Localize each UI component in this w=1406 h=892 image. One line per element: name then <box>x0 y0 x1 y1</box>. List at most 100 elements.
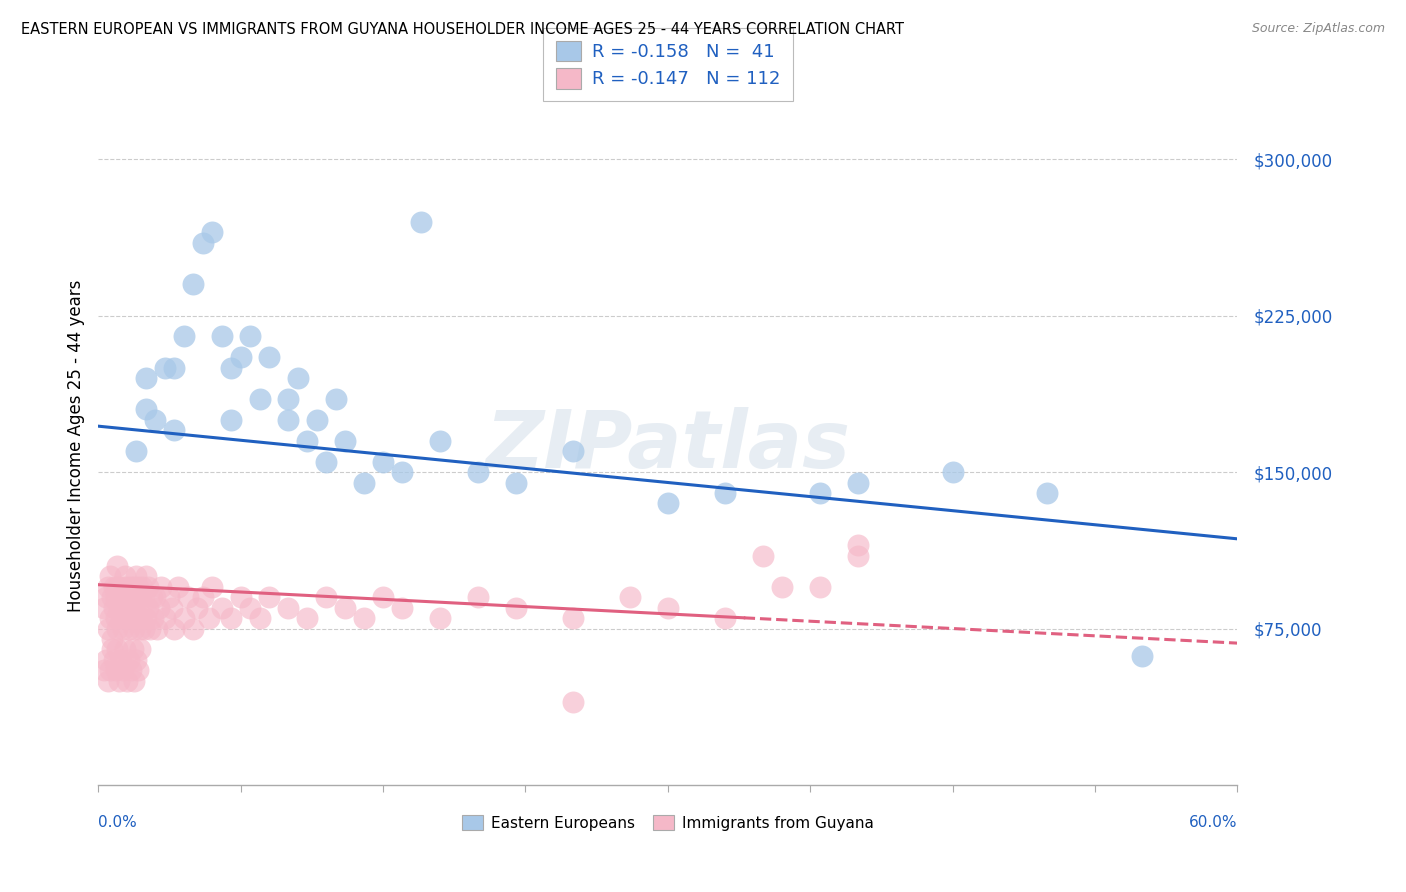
Point <box>138 622 160 636</box>
Point <box>277 600 299 615</box>
Point <box>619 591 641 605</box>
Point <box>183 277 205 292</box>
Point <box>118 591 141 605</box>
Point <box>183 622 205 636</box>
Legend: Eastern Europeans, Immigrants from Guyana: Eastern Europeans, Immigrants from Guyan… <box>454 807 882 838</box>
Text: Source: ZipAtlas.com: Source: ZipAtlas.com <box>1251 22 1385 36</box>
Point <box>942 465 965 479</box>
Text: 60.0%: 60.0% <box>1189 815 1237 830</box>
Point <box>176 591 198 605</box>
Point <box>505 475 527 490</box>
Point <box>120 663 142 677</box>
Point <box>371 455 394 469</box>
Point <box>104 663 127 677</box>
Point <box>145 413 167 427</box>
Point <box>104 591 127 605</box>
Point <box>297 611 319 625</box>
Point <box>562 694 585 708</box>
Point <box>136 580 159 594</box>
Point <box>150 580 173 594</box>
Point <box>429 434 451 448</box>
Point <box>163 360 186 375</box>
Point <box>114 569 136 583</box>
Point <box>287 371 309 385</box>
Point <box>127 600 149 615</box>
Point <box>98 611 121 625</box>
Point <box>277 392 299 406</box>
Point <box>127 580 149 594</box>
Point <box>97 580 120 594</box>
Point <box>93 663 115 677</box>
Point <box>429 611 451 625</box>
Point <box>125 611 148 625</box>
Point <box>98 663 121 677</box>
Point <box>315 591 337 605</box>
Point <box>259 591 281 605</box>
Point <box>259 351 281 365</box>
Point <box>391 465 413 479</box>
Y-axis label: Householder Income Ages 25 - 44 years: Householder Income Ages 25 - 44 years <box>66 280 84 612</box>
Point <box>657 600 679 615</box>
Point <box>846 475 869 490</box>
Point <box>114 611 136 625</box>
Point <box>118 622 141 636</box>
Point <box>121 642 143 657</box>
Point <box>125 444 148 458</box>
Point <box>411 215 433 229</box>
Point <box>173 329 195 343</box>
Point <box>249 611 271 625</box>
Point <box>808 486 831 500</box>
Point <box>131 580 153 594</box>
Point <box>131 611 153 625</box>
Point <box>97 622 120 636</box>
Point <box>108 673 131 688</box>
Point <box>103 600 125 615</box>
Point <box>846 549 869 563</box>
Point <box>201 225 224 239</box>
Point <box>191 591 214 605</box>
Point <box>1132 648 1154 663</box>
Point <box>277 413 299 427</box>
Point <box>124 580 146 594</box>
Point <box>297 434 319 448</box>
Point <box>146 622 169 636</box>
Point <box>135 402 157 417</box>
Point <box>153 611 176 625</box>
Point <box>121 591 143 605</box>
Point <box>221 360 243 375</box>
Point <box>562 611 585 625</box>
Point <box>136 600 159 615</box>
Point <box>371 591 394 605</box>
Point <box>249 392 271 406</box>
Point <box>239 600 262 615</box>
Point <box>846 538 869 552</box>
Point <box>114 642 136 657</box>
Point <box>103 580 125 594</box>
Point <box>112 580 135 594</box>
Point <box>162 600 184 615</box>
Point <box>353 475 375 490</box>
Point <box>104 611 127 625</box>
Point <box>752 549 775 563</box>
Point <box>562 444 585 458</box>
Point <box>107 622 129 636</box>
Point <box>467 465 489 479</box>
Point <box>100 591 122 605</box>
Point <box>103 653 125 667</box>
Point <box>229 351 252 365</box>
Point <box>211 600 233 615</box>
Point <box>112 663 135 677</box>
Point <box>129 622 152 636</box>
Point <box>325 392 347 406</box>
Point <box>115 673 138 688</box>
Point <box>148 600 170 615</box>
Point <box>305 413 328 427</box>
Point <box>657 496 679 510</box>
Point <box>335 434 357 448</box>
Point <box>467 591 489 605</box>
Point <box>98 569 121 583</box>
Point <box>112 622 135 636</box>
Point <box>132 622 155 636</box>
Point <box>107 558 129 573</box>
Text: EASTERN EUROPEAN VS IMMIGRANTS FROM GUYANA HOUSEHOLDER INCOME AGES 25 - 44 YEARS: EASTERN EUROPEAN VS IMMIGRANTS FROM GUYA… <box>21 22 904 37</box>
